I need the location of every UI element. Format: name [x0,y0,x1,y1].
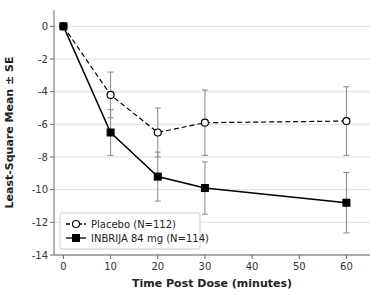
legend-item: INBRIJA 84 mg (N=114) [66,233,209,244]
y-tick [50,59,54,60]
plot-area [60,23,350,233]
grid-line [54,255,370,256]
series [60,23,350,233]
x-tick-label: 50 [293,261,306,272]
legend: Placebo (N=112) INBRIJA 84 mg (N=114) [60,213,209,249]
y-tick [50,91,54,92]
grid [54,26,370,255]
legend-label: Placebo (N=112) [91,219,176,230]
x-tick-label: 30 [199,261,212,272]
y-tick-label: -6 [38,119,48,130]
grid-line [54,59,370,60]
chart: 0 -2 -4 -6 -8 -10 -12 -14 0 10 20 30 40 50 60 Time Post… [0,0,382,295]
data-point [154,129,161,136]
grid-line [54,157,370,158]
y-tick-label: 0 [42,21,48,32]
grid-line [54,124,370,125]
x-tick [63,255,64,259]
grid-line [54,26,370,27]
y-tick-label: -4 [38,86,48,97]
series-line [63,26,346,202]
y-axis-label: Least-Square Mean ± SE [3,56,16,208]
y-tick-label: -10 [32,184,48,195]
data-point [343,199,350,206]
error-bar [108,110,114,156]
data-point [60,23,67,30]
series [60,23,350,157]
legend-box [60,213,200,249]
x-tick [157,255,158,259]
data-point [60,23,67,30]
data-point [107,129,114,136]
data-point [201,119,208,126]
x-axis-label: Time Post Dose (minutes) [132,277,292,290]
data-point [201,185,208,192]
error-bar [155,152,161,201]
legend-marker [73,235,80,242]
y-tick [50,222,54,223]
error-bar [155,108,161,157]
data-point [154,173,161,180]
y-tick [50,255,54,256]
y-tick-label: -8 [38,152,48,163]
x-tick [110,255,111,259]
x-tick [204,255,205,259]
y-tick [50,26,54,27]
series-line [63,26,346,132]
x-tick-label: 40 [246,261,259,272]
x-tick [252,255,253,259]
legend-marker [73,221,80,228]
data-point [343,118,350,125]
legend-item: Placebo (N=112) [66,219,176,230]
y-tick [50,124,54,125]
y-tick-label: -14 [32,250,48,261]
x-tick-label: 0 [60,261,66,272]
grid-line [54,91,370,92]
x-tick [299,255,300,259]
x-tick-label: 20 [151,261,164,272]
legend-label: INBRIJA 84 mg (N=114) [91,233,209,244]
error-bar [202,90,208,155]
y-tick-label: -12 [32,217,48,228]
y-tick [50,189,54,190]
error-bar [202,162,208,214]
y-axis [54,10,55,255]
x-tick [346,255,347,259]
error-bar [343,87,349,156]
x-tick-label: 60 [340,261,353,272]
x-tick-label: 10 [104,261,117,272]
error-bar [343,173,349,233]
y-tick [50,157,54,158]
data-point [107,91,114,98]
y-tick-label: -2 [38,54,48,65]
x-axis [54,255,370,256]
